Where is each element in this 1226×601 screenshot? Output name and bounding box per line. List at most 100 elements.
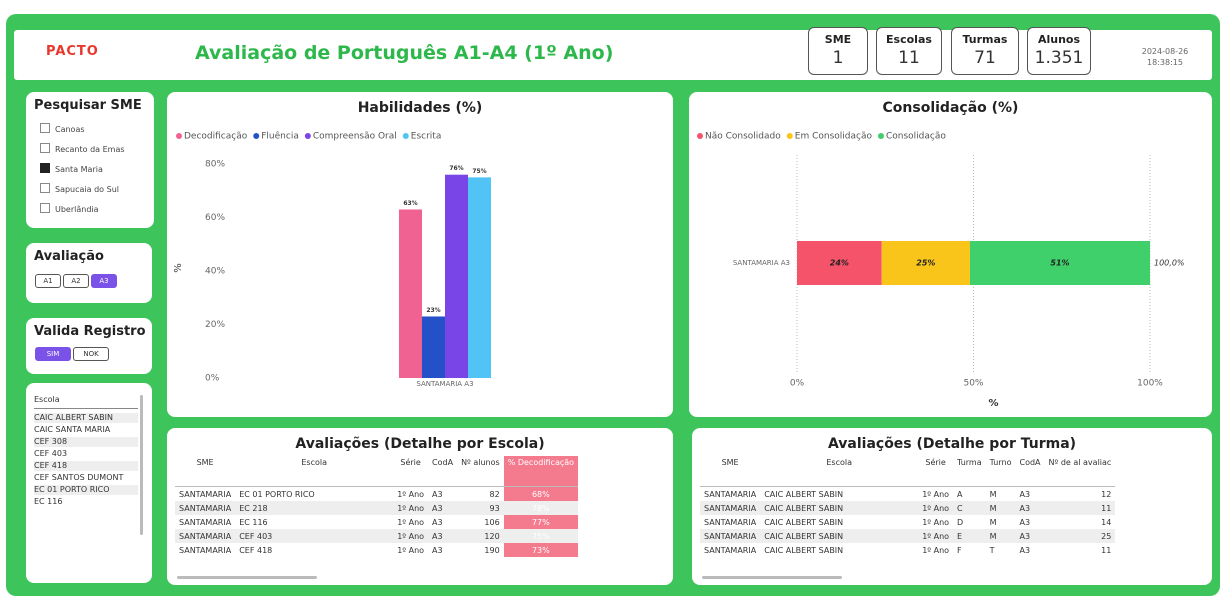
column-header[interactable]: % Decodificação — [503, 456, 579, 487]
toggle-button[interactable]: A2 — [63, 274, 89, 288]
column-header[interactable]: Escola — [760, 456, 919, 487]
toggle-button[interactable]: A1 — [35, 274, 61, 288]
list-item[interactable]: EC 01 PORTO RICO — [34, 485, 138, 495]
kpi-label: Turmas — [962, 33, 1008, 46]
table-cell: 1º Ano — [922, 517, 950, 527]
scrollbar — [177, 576, 317, 579]
legend-swatch — [253, 133, 260, 139]
kpi-label: SME — [824, 33, 852, 46]
kpi-value: 1.351 — [1034, 48, 1084, 68]
legend-label: Em Consolidação — [795, 132, 873, 142]
list-item[interactable]: CEF 418 — [34, 461, 138, 471]
table-cell: 68% — [503, 486, 579, 501]
checkbox[interactable] — [40, 123, 50, 133]
header-row: SME Escola Série Turma Turno CodA Nº de al ava… — [700, 456, 1116, 487]
table-row: SANTAMARIA CAIC ALBERT SABIN 1º Ano E M A3 25 — [700, 529, 1116, 543]
list-header: Escola — [34, 395, 138, 409]
scrollbar — [140, 395, 143, 535]
table-cell: M — [985, 501, 1016, 515]
segment-value-label: 51% — [1050, 259, 1069, 268]
table-cell: CAIC ALBERT SABIN — [764, 517, 844, 527]
table-cell: 120 — [457, 529, 504, 543]
column-header[interactable]: Série — [393, 456, 429, 487]
checkbox-label: Recanto da Emas — [55, 145, 125, 154]
checkbox[interactable] — [40, 143, 50, 153]
table-row: SANTAMARIA EC 218 1º Ano A3 93 78% — [175, 501, 579, 515]
table-cell: SANTAMARIA — [179, 545, 232, 555]
table-cell: EC 218 — [235, 501, 394, 515]
legend-label: Escrita — [411, 132, 442, 142]
column-header[interactable]: CodA — [428, 456, 458, 487]
checkbox-item[interactable]: Uberlândia — [40, 203, 99, 214]
checkbox[interactable] — [40, 163, 50, 173]
kpi-label: Escolas — [886, 33, 932, 46]
table-cell: A3 — [428, 529, 458, 543]
legend-label: Consolidação — [886, 132, 946, 142]
y-tick-label: 80% — [205, 160, 225, 170]
scrollbar — [702, 576, 842, 579]
checkbox-item[interactable]: Canoas — [40, 123, 85, 134]
column-header[interactable]: Série — [918, 456, 954, 487]
checkbox[interactable] — [40, 183, 50, 193]
table-cell: A3 — [432, 517, 443, 527]
table-cell: SANTAMARIA — [175, 529, 236, 543]
slicer-escola[interactable]: Escola CAIC ALBERT SABIN CAIC SANTA MARIA C… — [26, 383, 152, 583]
table-row: SANTAMARIA CAIC ALBERT SABIN 1º Ano D M A3 14 — [700, 515, 1115, 529]
list-item[interactable]: CEF SANTOS DUMONT — [34, 473, 138, 483]
column-header[interactable]: Turma — [953, 456, 986, 487]
list-item[interactable]: EC 116 — [34, 497, 138, 507]
legend-swatch — [697, 133, 703, 139]
x-tick-label: 100% — [1137, 379, 1163, 389]
table-cell: 1º Ano — [397, 545, 425, 555]
bar — [399, 209, 422, 378]
table-row: SANTAMARIA CAIC ALBERT SABIN 1º Ano A M A3 12 — [700, 487, 1115, 502]
bar-value-label: 75% — [472, 168, 486, 175]
slicer-valida[interactable]: Valida Registro SIM NOK — [26, 318, 152, 374]
table-cell: SANTAMARIA — [175, 501, 236, 515]
checkbox-label: Canoas — [55, 125, 85, 134]
slicer-title: Pesquisar SME — [34, 98, 142, 113]
chart-title: Habilidades (%) — [357, 100, 483, 116]
table-cell: 73% — [503, 543, 579, 557]
table-cell: A3 — [1019, 489, 1031, 499]
checkbox[interactable] — [40, 203, 50, 213]
checkbox-item[interactable]: Sapucaia do Sul — [40, 183, 119, 194]
slicer-avaliacao[interactable]: Avaliação A1 A2 A3 — [26, 243, 152, 303]
column-header[interactable]: CodA — [1015, 456, 1045, 487]
kpi-card: Escolas 11 — [876, 27, 942, 75]
table-cell: 1º Ano — [397, 489, 425, 499]
checkbox-item[interactable]: Recanto da Emas — [40, 143, 125, 154]
column-header[interactable]: Nº de al avaliac — [1044, 456, 1116, 487]
total-label: 100,0% — [1154, 259, 1185, 268]
legend-label: Fluência — [261, 131, 299, 142]
table-cell: A3 — [432, 489, 443, 499]
table-cell: 77% — [503, 515, 579, 529]
slicer-title: Avaliação — [34, 249, 104, 264]
time: 18:38:15 — [1147, 58, 1183, 67]
table-cell: M — [985, 529, 1016, 543]
table-cell: CEF 403 — [235, 529, 394, 543]
logo: PACTO — [46, 44, 99, 59]
toggle-button[interactable]: NOK — [73, 347, 109, 361]
table-cell: A3 — [432, 545, 443, 555]
list-item[interactable]: CAIC SANTA MARIA — [34, 425, 138, 435]
column-header[interactable]: Escola — [235, 456, 394, 487]
column-header[interactable]: Nº alunos — [457, 456, 504, 487]
column-header[interactable]: SME — [175, 456, 236, 487]
list-item[interactable]: CAIC ALBERT SABIN — [34, 413, 138, 423]
bar-segment — [881, 241, 970, 285]
column-header[interactable]: Turno — [985, 456, 1016, 487]
table-row: SANTAMARIA EC 01 PORTO RICO 1º Ano A3 82 68% — [175, 486, 579, 501]
toggle-button[interactable]: A3 — [91, 274, 117, 288]
toggle-button[interactable]: SIM — [35, 347, 71, 361]
table-row: SANTAMARIA CAIC ALBERT SABIN 1º Ano F T A3 11 — [700, 543, 1115, 557]
table-cell: SANTAMARIA — [179, 489, 232, 499]
slicer-sme[interactable]: Pesquisar SME Canoas Recanto da Emas Santa … — [26, 92, 154, 228]
column-header[interactable]: SME — [700, 456, 761, 487]
y-tick-label: SANTAMARIA A3 — [733, 259, 790, 267]
kpi-value: 1 — [832, 48, 844, 68]
table-row: SANTAMARIA CAIC ALBERT SABIN 1º Ano C M A3 11 — [700, 501, 1116, 515]
list-item[interactable]: CEF 403 — [34, 449, 138, 459]
list-item[interactable]: CEF 308 — [34, 437, 138, 447]
checkbox-item[interactable]: Santa Maria — [40, 163, 103, 174]
